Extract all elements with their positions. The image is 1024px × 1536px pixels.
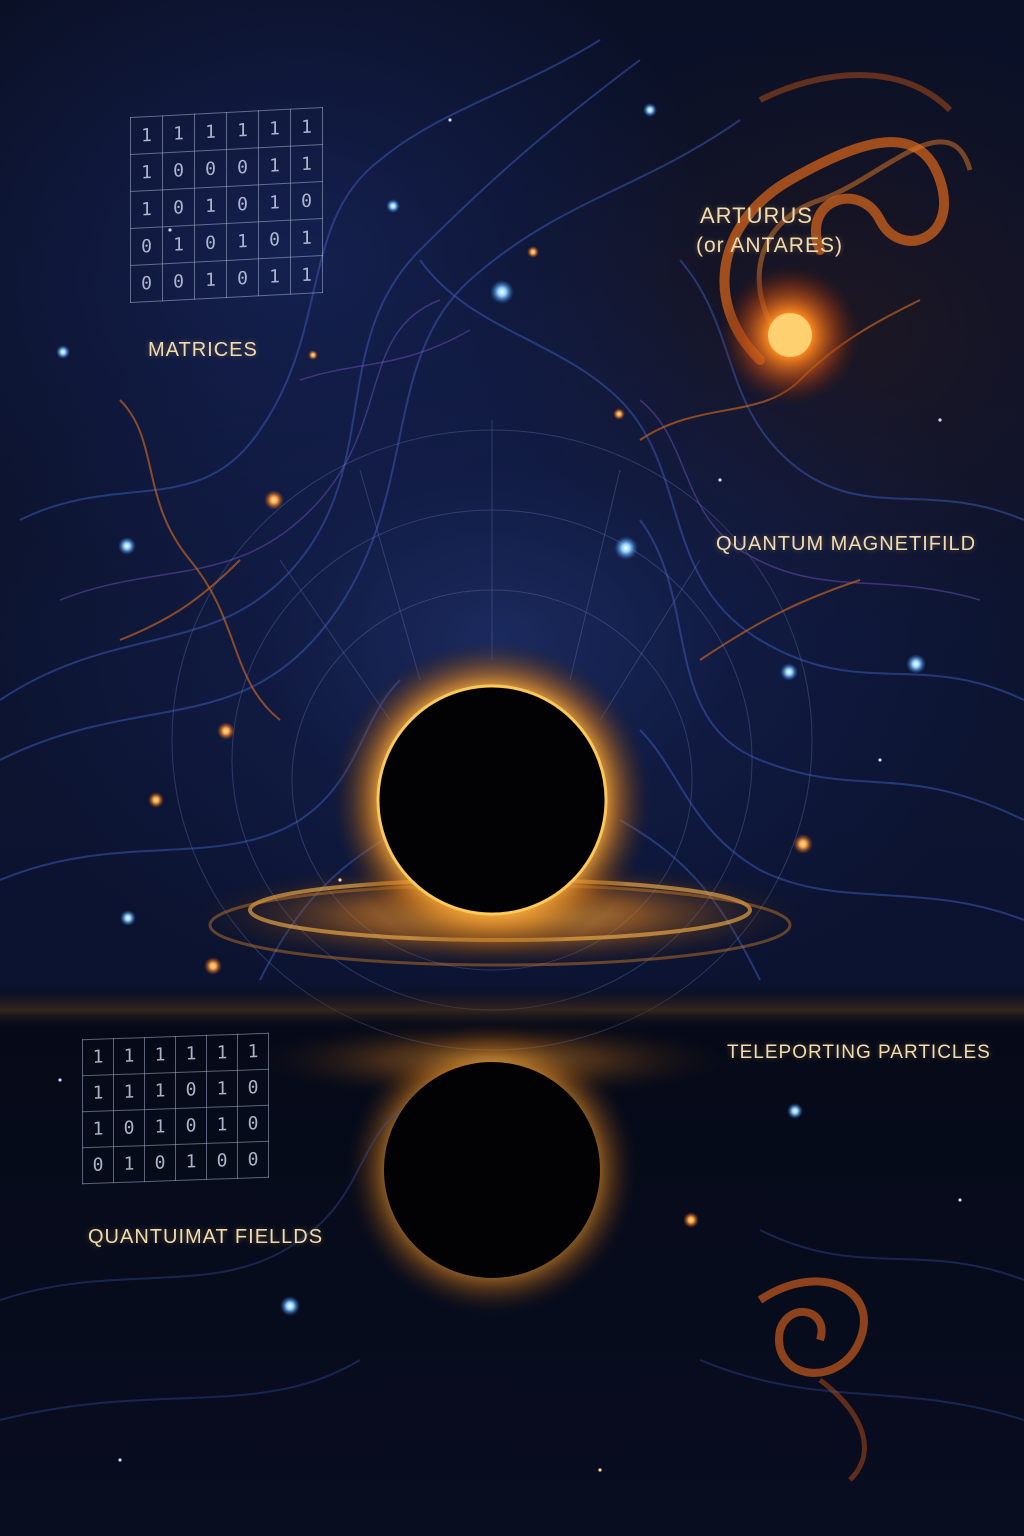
black-hole-reflection bbox=[252, 1020, 868, 1482]
matrix-cell: 0 bbox=[175, 1107, 207, 1145]
matrix-cell: 1 bbox=[113, 1145, 145, 1183]
matrix-cell: 1 bbox=[194, 260, 227, 300]
teleporting-particles-label: TELEPORTING PARTICLES bbox=[727, 1042, 991, 1063]
matrix-cell: 0 bbox=[226, 258, 259, 298]
star bbox=[614, 536, 638, 560]
black-hole bbox=[332, 640, 652, 960]
matrix-cell: 1 bbox=[130, 189, 163, 229]
matrix-cell: 0 bbox=[144, 1144, 176, 1182]
matrix-cell: 1 bbox=[162, 225, 195, 264]
matrix-cell: 1 bbox=[258, 257, 291, 296]
matrix-cell: 0 bbox=[290, 181, 323, 221]
matrix-cell: 1 bbox=[290, 255, 323, 295]
matrix-cell: 1 bbox=[194, 186, 227, 226]
matrix-cell: 1 bbox=[290, 218, 323, 258]
quantum-fields-label: QUANTUIMAT FIELLDS bbox=[88, 1226, 324, 1248]
matrix-cell: 0 bbox=[258, 220, 291, 259]
reflection-field-lines bbox=[0, 1109, 1024, 1421]
star bbox=[793, 834, 813, 854]
matrix-cell: 1 bbox=[258, 146, 291, 185]
field-lines bbox=[0, 39, 1024, 981]
matrix-cell: 1 bbox=[194, 112, 227, 152]
star bbox=[56, 345, 70, 359]
matrix-cell: 1 bbox=[82, 1074, 114, 1112]
matrix-cell: 0 bbox=[237, 1141, 269, 1179]
matrices-label: MATRICES bbox=[148, 339, 258, 361]
matrix-cell: 0 bbox=[130, 226, 163, 266]
matrix-cell: 0 bbox=[194, 223, 227, 263]
star bbox=[308, 350, 318, 360]
matrix-cell: 0 bbox=[130, 263, 163, 303]
star bbox=[204, 957, 222, 975]
matrix-cell: 0 bbox=[206, 1142, 238, 1180]
matrix-cell: 1 bbox=[290, 144, 323, 184]
magnetic-field-label: QUANTUM MAGNETIFILD bbox=[716, 533, 977, 555]
star bbox=[217, 722, 235, 740]
star bbox=[643, 103, 657, 117]
matrix-cell: 1 bbox=[113, 1037, 145, 1075]
matrix-cell: 1 bbox=[144, 1108, 176, 1146]
matrix-cell: 1 bbox=[144, 1036, 176, 1074]
matrix-cell: 1 bbox=[206, 1106, 238, 1144]
matrix-cell: 1 bbox=[113, 1073, 145, 1111]
field-lines-violet bbox=[59, 299, 981, 601]
star-alt-name-label: (or ANTARES) bbox=[696, 234, 843, 257]
star bbox=[148, 792, 164, 808]
star-nebula bbox=[719, 72, 973, 405]
matrix-cell: 1 bbox=[206, 1070, 238, 1108]
star bbox=[906, 654, 926, 674]
star bbox=[280, 1296, 300, 1316]
matrix-cell: 0 bbox=[113, 1109, 145, 1147]
matrix-cell: 1 bbox=[130, 152, 163, 192]
matrix-cell: 1 bbox=[82, 1110, 114, 1148]
star bbox=[264, 490, 284, 510]
matrix-cell: 0 bbox=[194, 149, 227, 189]
matrix-cell: 0 bbox=[237, 1069, 269, 1107]
star bbox=[386, 199, 400, 213]
matrix-cell: 0 bbox=[237, 1105, 269, 1143]
matrix-cell: 1 bbox=[206, 1034, 238, 1072]
matrix-cell: 1 bbox=[130, 115, 163, 155]
matrix-cell: 1 bbox=[237, 1033, 269, 1071]
star bbox=[683, 1212, 699, 1228]
star bbox=[527, 246, 539, 258]
stars bbox=[56, 103, 962, 1472]
matrix-cell: 1 bbox=[226, 110, 259, 150]
matrix-cell: 0 bbox=[162, 151, 195, 190]
matrix-cell: 1 bbox=[162, 114, 195, 153]
star bbox=[780, 663, 798, 681]
matrix-cell: 1 bbox=[258, 109, 291, 148]
matrix-cell: 0 bbox=[82, 1146, 114, 1184]
matrix-cell: 1 bbox=[144, 1072, 176, 1110]
matrix-cell: 1 bbox=[175, 1035, 207, 1073]
matrix-cell: 1 bbox=[82, 1038, 114, 1076]
matrix-cell: 1 bbox=[175, 1143, 207, 1181]
matrix-cell: 1 bbox=[290, 107, 323, 147]
star bbox=[120, 910, 136, 926]
star bbox=[118, 537, 136, 555]
matrix-cell: 0 bbox=[226, 147, 259, 187]
star-name-label: ARTURUS bbox=[700, 203, 813, 228]
matrix-cell: 0 bbox=[162, 188, 195, 227]
star bbox=[490, 280, 514, 304]
star bbox=[787, 1103, 803, 1119]
matrix-cell: 0 bbox=[175, 1071, 207, 1109]
matrix-cell: 0 bbox=[162, 262, 195, 301]
star bbox=[613, 408, 625, 420]
matrix-cell: 1 bbox=[258, 183, 291, 222]
matrix-cell: 1 bbox=[226, 221, 259, 261]
matrix-cell: 0 bbox=[226, 184, 259, 224]
